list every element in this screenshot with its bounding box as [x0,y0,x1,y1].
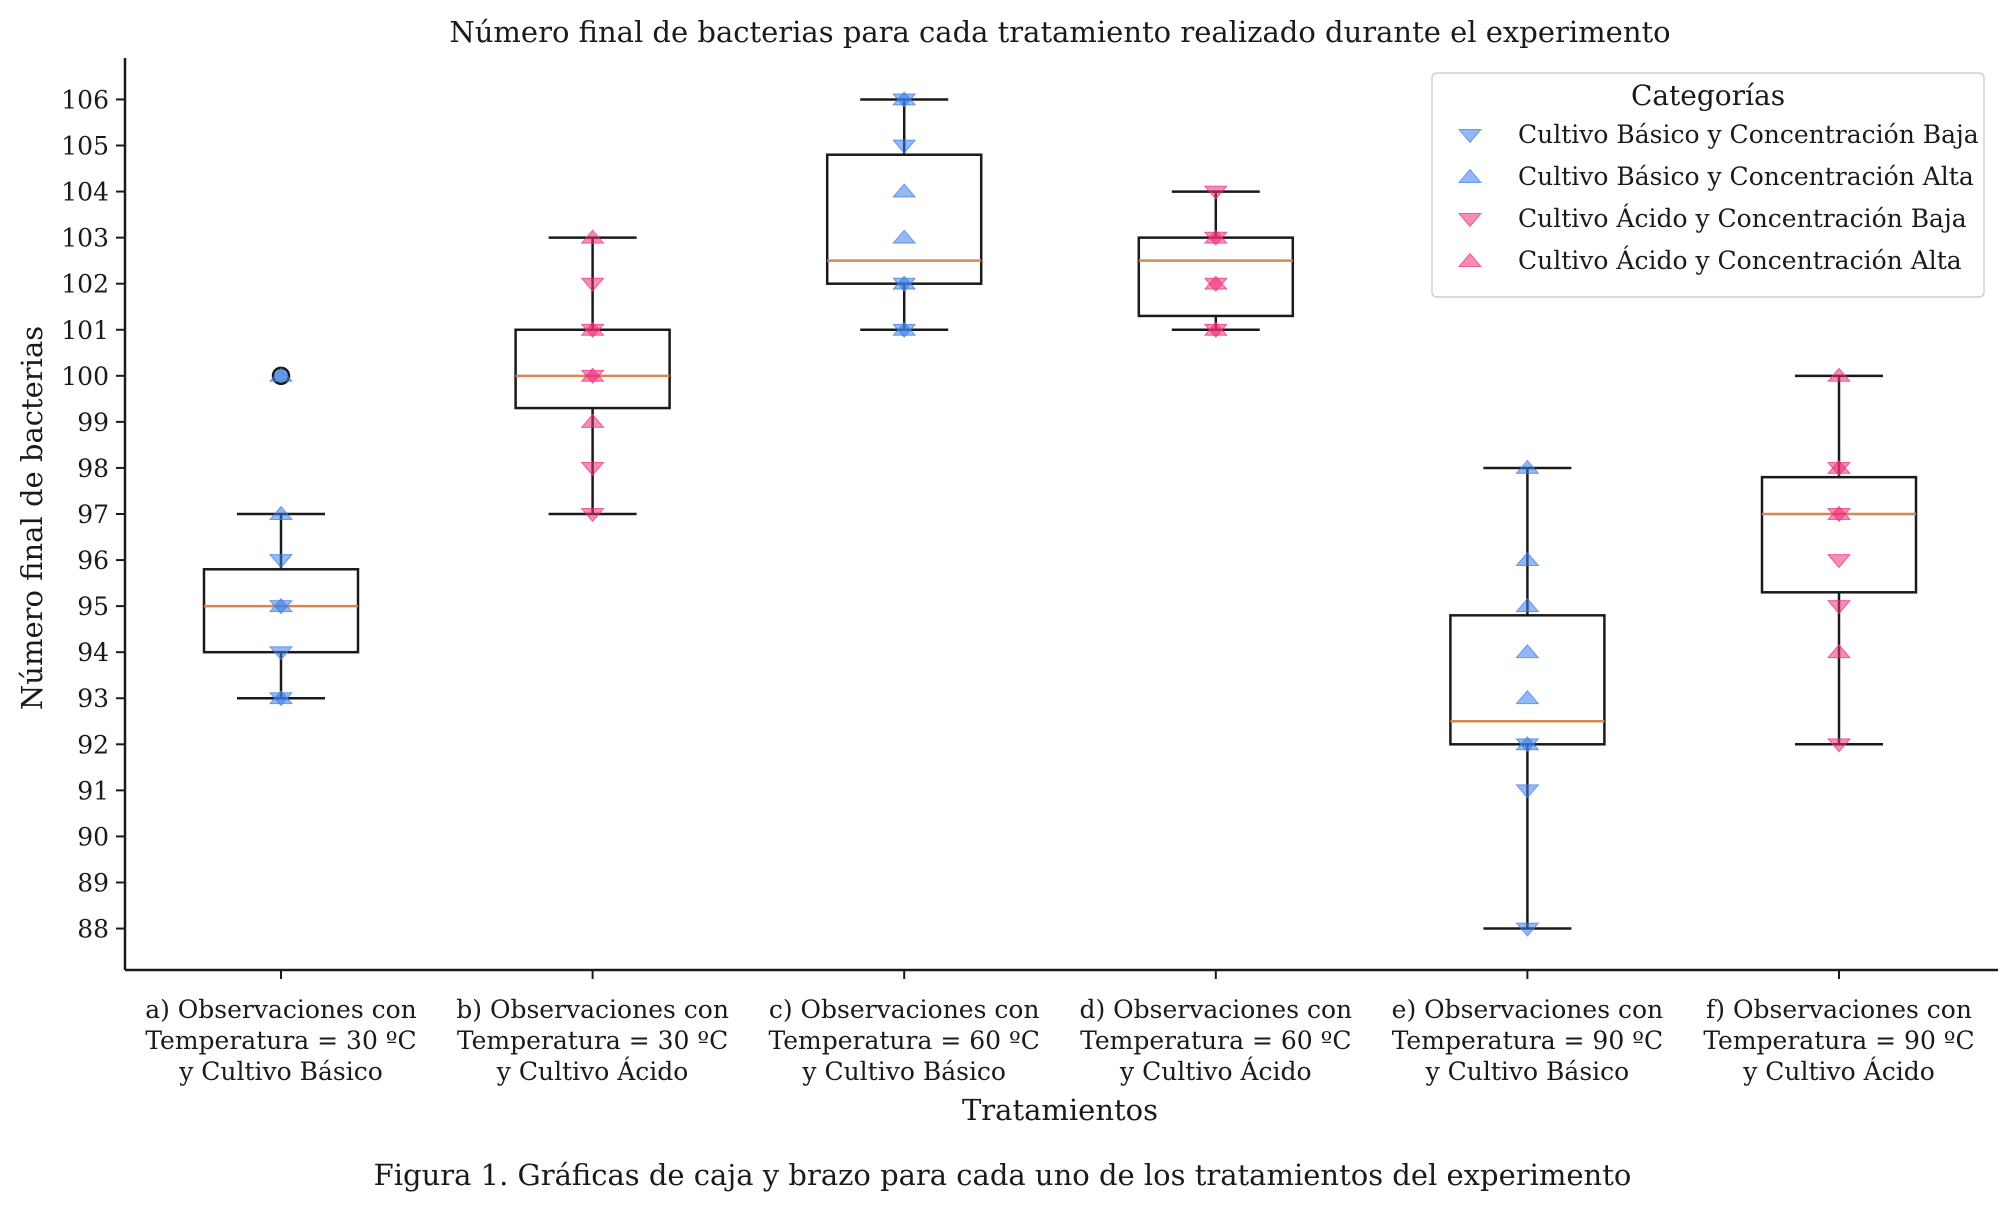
y-tick-label: 103 [61,224,109,253]
plot-area: 88 89 90 91 92 93 94 95 96 97 98 99 100 101 102 103 104 1… [61,58,1998,1086]
data-point [1826,738,1852,753]
x-tick-label: e) Observaciones con [1392,995,1663,1024]
x-tick-label: b) Observaciones con [456,995,729,1024]
legend-entry-label: Cultivo Básico y Concentración Alta [1518,162,1974,191]
data-point [1826,459,1852,474]
y-tick-label: 102 [61,270,109,299]
data-point [268,554,294,569]
data-point [268,367,294,382]
legend: Categorías Cultivo Básico y Concentración… [1431,72,1985,298]
data-point [1203,185,1228,200]
y-tick-label: 105 [61,132,109,161]
data-point [268,505,294,520]
y-tick-label: 90 [77,822,109,851]
x-tick-label: y Cultivo Básico [801,1057,1006,1086]
legend-marker [1457,213,1483,228]
y-tick-label: 106 [61,85,109,114]
y-tick-label: 99 [77,408,109,437]
data-point [892,91,917,106]
x-tick-label: y Cultivo Ácido [1119,1057,1312,1086]
data-point [1515,551,1540,567]
y-tick-label: 97 [77,500,109,529]
data-point [1203,229,1228,244]
data-point [268,646,294,661]
data-point [580,321,605,336]
x-tick-label: y Cultivo Básico [1425,1057,1630,1086]
y-tick-label: 94 [77,638,109,667]
data-point [1515,597,1540,613]
legend-marker [1457,129,1483,144]
data-point [1203,275,1228,290]
x-tick-label: Temperatura = 30 ºC [457,1026,728,1055]
y-tick-label: 92 [77,730,109,759]
legend-entry-label: Cultivo Ácido y Concentración Alta [1518,246,1962,275]
data-point [1826,367,1852,382]
data-point [1515,736,1540,751]
data-point [892,139,917,154]
data-point [892,321,917,336]
data-point [1515,922,1540,937]
legend-entry-label: Cultivo Ácido y Concentración Baja [1518,204,1967,233]
x-tick-label: y Cultivo Ácido [1742,1057,1935,1086]
data-point [892,183,917,198]
x-axis-label: Tratamientos [962,1093,1158,1127]
x-tick-label: Temperatura = 30 ºC [145,1026,416,1055]
data-point [1515,784,1540,799]
y-tick-label: 96 [77,546,109,575]
x-tick-label: d) Observaciones con [1079,995,1352,1024]
data-point [268,690,294,705]
data-point [1515,643,1540,659]
x-tick-label: c) Observaciones con [769,995,1040,1024]
data-point [268,597,294,613]
legend-entry-label: Cultivo Básico y Concentración Baja [1518,120,1979,149]
box [1760,475,1918,594]
box [825,153,983,285]
y-axis-label: Número final de bacterias [15,326,49,710]
data-point [1826,554,1852,569]
data-point [580,367,605,382]
data-point [1515,459,1540,474]
box [1449,614,1606,746]
y-tick-label: 104 [61,178,109,207]
legend-title: Categorías [1631,79,1785,112]
data-point [1826,600,1852,615]
x-tick-label: f) Observaciones con [1706,995,1972,1024]
legend-frame [1431,72,1985,298]
legend-marker [1457,168,1483,183]
legend-marker [1457,252,1483,267]
data-point [892,229,917,244]
x-tick-label: Temperatura = 90 ºC [1703,1026,1974,1055]
figure-caption: Figura 1. Gráficas de caja y brazo para … [373,1158,1632,1192]
data-point [1826,643,1852,659]
data-point [580,277,605,292]
data-point [892,275,917,290]
y-tick-label: 98 [77,454,109,483]
data-point [580,229,605,244]
y-tick-label: 88 [77,915,109,944]
data-point [1203,321,1228,336]
x-tick-label: Temperatura = 90 ºC [1392,1026,1663,1055]
x-tick-label: y Cultivo Básico [178,1057,383,1086]
chart-title: Número final de bacterias para cada trat… [449,15,1670,49]
data-point [1826,505,1852,520]
y-tick-label: 89 [77,868,109,897]
data-point [580,461,605,477]
y-tick-label: 93 [77,684,109,713]
data-point [580,508,605,523]
x-tick-label: Temperatura = 60 ºC [769,1026,1040,1055]
data-point [580,413,605,428]
y-tick-label: 100 [61,362,109,391]
y-tick-label: 101 [61,316,109,345]
data-point [1515,690,1540,705]
boxplot-chart: Número final de bacterias para cada trat… [15,15,1998,1127]
y-tick-label: 95 [77,592,109,621]
x-tick-label: Temperatura = 60 ºC [1080,1026,1351,1055]
y-tick-label: 91 [77,776,109,805]
x-tick-label: y Cultivo Ácido [496,1057,689,1086]
x-tick-label: a) Observaciones con [145,995,417,1024]
